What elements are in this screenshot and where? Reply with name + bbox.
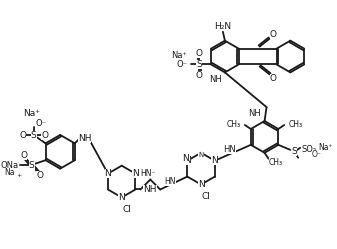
Text: Cl: Cl xyxy=(202,192,211,201)
Text: ONa: ONa xyxy=(1,161,19,170)
Text: NH: NH xyxy=(248,109,261,118)
Text: O: O xyxy=(196,49,203,58)
Text: N: N xyxy=(184,156,191,165)
Text: O: O xyxy=(41,131,48,140)
Text: O: O xyxy=(270,74,277,83)
Text: S: S xyxy=(196,60,202,69)
Text: CH₃: CH₃ xyxy=(227,120,241,128)
Text: O: O xyxy=(270,30,277,39)
Text: HN⁻: HN⁻ xyxy=(141,169,156,178)
Text: Na⁺: Na⁺ xyxy=(318,143,333,152)
Text: N: N xyxy=(182,154,189,163)
Text: O⁻: O⁻ xyxy=(36,119,47,128)
Text: O: O xyxy=(36,171,43,180)
Text: N: N xyxy=(198,180,205,189)
Text: N: N xyxy=(118,193,125,202)
Text: N: N xyxy=(198,152,204,158)
Text: H₂N: H₂N xyxy=(214,22,232,31)
Text: NH: NH xyxy=(78,134,91,143)
Text: N: N xyxy=(104,169,111,178)
Text: O: O xyxy=(196,71,203,80)
Text: Na⁺: Na⁺ xyxy=(171,51,187,60)
Text: CH₃: CH₃ xyxy=(269,158,283,167)
Text: S: S xyxy=(31,131,36,140)
Text: N: N xyxy=(132,169,139,178)
Text: O⁻: O⁻ xyxy=(176,60,187,69)
Text: SO₂: SO₂ xyxy=(301,145,316,154)
Text: HN: HN xyxy=(164,177,176,186)
Text: S: S xyxy=(29,161,34,170)
Text: HN: HN xyxy=(223,145,236,154)
Text: Cl: Cl xyxy=(122,205,131,214)
Text: NH: NH xyxy=(209,75,222,84)
Text: N: N xyxy=(211,156,218,165)
Text: O: O xyxy=(20,151,27,160)
Text: NH: NH xyxy=(143,185,157,194)
Text: S: S xyxy=(291,147,297,156)
Text: Na⁺: Na⁺ xyxy=(23,109,40,118)
Text: +: + xyxy=(16,173,21,178)
Text: Na: Na xyxy=(5,168,15,177)
Text: O⁻: O⁻ xyxy=(312,150,322,159)
Text: O: O xyxy=(19,131,26,140)
Text: CH₃: CH₃ xyxy=(288,120,302,128)
